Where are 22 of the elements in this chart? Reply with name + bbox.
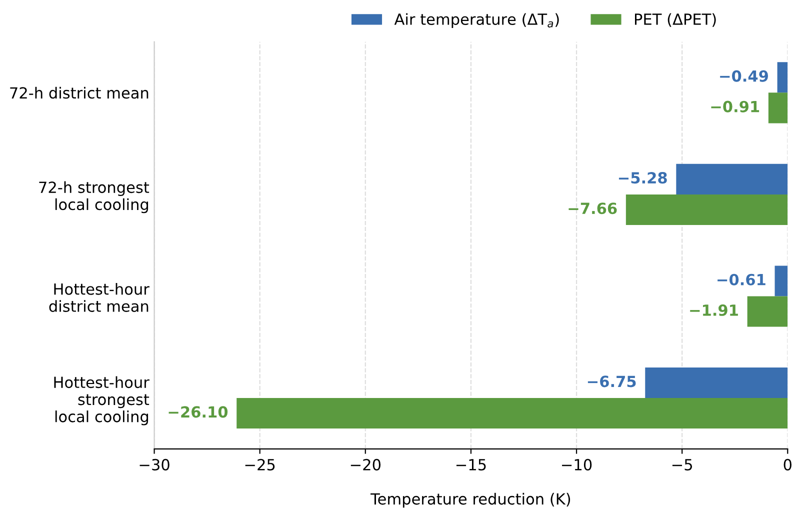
x-axis-title: Temperature reduction (K) xyxy=(370,492,570,508)
legend-label: PET (ΔPET) xyxy=(635,13,716,27)
y-tick-label: 72-h district mean xyxy=(10,86,148,99)
x-tick-label: −30 xyxy=(140,458,170,470)
y-tick-label: 72-h strongest local cooling xyxy=(39,181,150,214)
x-tick-label: 0 xyxy=(784,458,792,470)
data-label: −26.10 xyxy=(168,406,228,418)
x-tick-label: −10 xyxy=(562,458,592,470)
data-label: −6.75 xyxy=(588,376,636,388)
y-tick-label: Hottest-hour strongest local cooling xyxy=(54,376,150,426)
x-tick-label: −20 xyxy=(350,458,381,470)
data-label: −5.28 xyxy=(618,172,667,184)
data-label: −0.49 xyxy=(720,70,768,82)
data-label: −7.66 xyxy=(568,202,617,214)
x-tick-label: −5 xyxy=(672,459,692,470)
data-label: −0.61 xyxy=(718,274,766,286)
data-label: −0.91 xyxy=(711,100,760,112)
legend-label: Air temperature (ΔT$_{a}$) xyxy=(394,13,559,28)
data-label: −1.91 xyxy=(690,304,738,316)
x-tick-label: −25 xyxy=(245,458,275,470)
y-tick-label: Hottest-hour district mean xyxy=(49,283,150,312)
x-tick-label: −15 xyxy=(456,459,486,470)
